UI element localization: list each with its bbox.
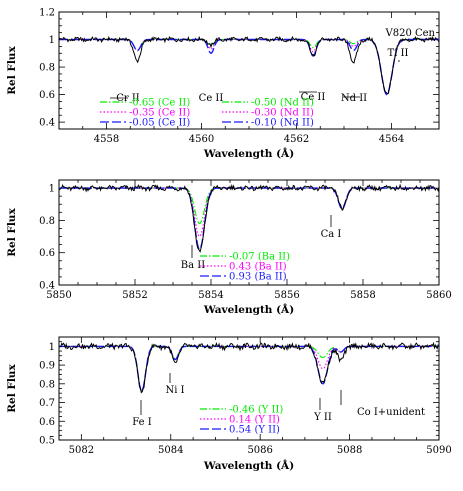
x-tick-label: 5860 xyxy=(426,290,451,301)
model-spectrum-3 xyxy=(59,345,439,392)
y-axis-label: Rel Flux xyxy=(6,208,18,257)
plot-area xyxy=(59,183,439,254)
y-tick-label: 0.9 xyxy=(39,361,55,372)
line-label: Ce II xyxy=(301,92,326,103)
x-tick-label: 5850 xyxy=(46,290,71,301)
legend-entry: -0.10 (Nd II) xyxy=(251,118,314,129)
line-label: Cr II xyxy=(116,93,140,104)
line-label: Ca I xyxy=(321,229,342,240)
y-tick-label: 1 xyxy=(49,35,55,46)
y-axis-label: Rel Flux xyxy=(6,364,18,413)
line-label: Ni I xyxy=(165,385,184,396)
y-tick-label: 0.4 xyxy=(39,281,55,292)
y-tick-label: 0.5 xyxy=(39,436,55,447)
legend-entry: 0.14 (Y II) xyxy=(229,415,280,426)
x-axis-label: Wavelength (Å) xyxy=(203,458,294,472)
chart-panel-1: 4558 4560 4562 4564 0.4 0.6 0.8 1 1.2 Wavelength … xyxy=(6,8,440,160)
y-tick-label: 1 xyxy=(49,184,55,195)
x-tick-label: 5086 xyxy=(247,445,272,456)
y-tick-label: 0.8 xyxy=(39,216,55,227)
line-label: Nd II xyxy=(341,93,367,104)
legend-entry: -0.46 (Y II) xyxy=(229,405,283,416)
y-tick-label: 0.7 xyxy=(39,398,55,409)
model-spectrum-3 xyxy=(59,187,439,251)
plot-area xyxy=(59,341,439,394)
y-tick-label: 0.8 xyxy=(39,379,55,390)
model-spectrum-1 xyxy=(59,38,439,96)
observed-spectrum xyxy=(59,183,439,254)
line-label: Fe I xyxy=(132,417,151,428)
x-tick-label: 5088 xyxy=(337,445,362,456)
star-name: V820 Cen xyxy=(385,28,436,39)
model-spectrum-3 xyxy=(59,38,439,96)
x-tick-label: 5854 xyxy=(198,290,223,301)
legend-entry: -0.30 (Nd II) xyxy=(251,108,314,119)
chart-panel-3: 5082 5084 5086 5088 5090 0.5 0.6 0.7 0.8 0.9 1 Wave… xyxy=(6,336,452,472)
model-spectrum-2 xyxy=(59,187,439,238)
model-spectrum-1 xyxy=(59,187,439,225)
y-axis-label: Rel Flux xyxy=(6,46,18,95)
y-tick-label: 1 xyxy=(49,342,55,353)
chart-panel-2: 5850 5852 5854 5856 5858 5860 0.4 0.6 0.8 1 Wavele… xyxy=(6,179,452,316)
legend-entry: -0.65 (Ce II) xyxy=(129,98,190,109)
y-tick-label: 0.8 xyxy=(39,63,55,74)
legend-entry: 0.43 (Ba II) xyxy=(229,262,287,273)
plot-frame xyxy=(58,11,440,130)
line-label: Co I+unident xyxy=(357,407,425,418)
legend-entry: -0.50 (Nd II) xyxy=(251,98,314,109)
model-spectrum-2 xyxy=(59,345,439,392)
y-tick-label: 0.6 xyxy=(39,90,55,101)
x-tick-label: 4558 xyxy=(94,134,119,145)
x-axis-label: Wavelength (Å) xyxy=(203,146,294,160)
y-tick-label: 0.6 xyxy=(39,417,55,428)
line-label: Ba II xyxy=(181,260,205,271)
model-spectrum-2 xyxy=(59,38,439,96)
observed-spectrum xyxy=(59,35,439,95)
x-tick-label: 5082 xyxy=(69,445,94,456)
observed-spectrum xyxy=(59,341,439,394)
y-tick-label: 0.4 xyxy=(39,118,55,129)
legend-entry: 0.93 (Ba II) xyxy=(229,272,287,283)
x-tick-label: 4562 xyxy=(284,134,309,145)
x-tick-label: 4564 xyxy=(379,134,404,145)
y-tick-label: 1.2 xyxy=(39,8,55,19)
x-tick-label: 5856 xyxy=(274,290,299,301)
legend-entry: -0.07 (Ba II) xyxy=(229,252,290,263)
x-tick-label: 5090 xyxy=(426,445,451,456)
line-label: Y II xyxy=(313,412,332,423)
legend-entry: 0.54 (Y II) xyxy=(229,425,280,436)
line-label: Ti II xyxy=(388,48,409,59)
model-spectrum-1 xyxy=(59,345,439,392)
plot-area xyxy=(59,35,439,96)
x-tick-label: 5858 xyxy=(350,290,375,301)
y-tick-label: 0.6 xyxy=(39,248,55,259)
legend-entry: -0.35 (Ce II) xyxy=(129,108,190,119)
x-tick-label: 5084 xyxy=(158,445,183,456)
legend-entry: -0.05 (Ce II) xyxy=(129,118,190,129)
line-label: Ce II xyxy=(199,93,224,104)
x-axis-label: Wavelength (Å) xyxy=(203,302,294,316)
x-tick-label: 5852 xyxy=(122,290,147,301)
x-tick-label: 4560 xyxy=(189,134,214,145)
